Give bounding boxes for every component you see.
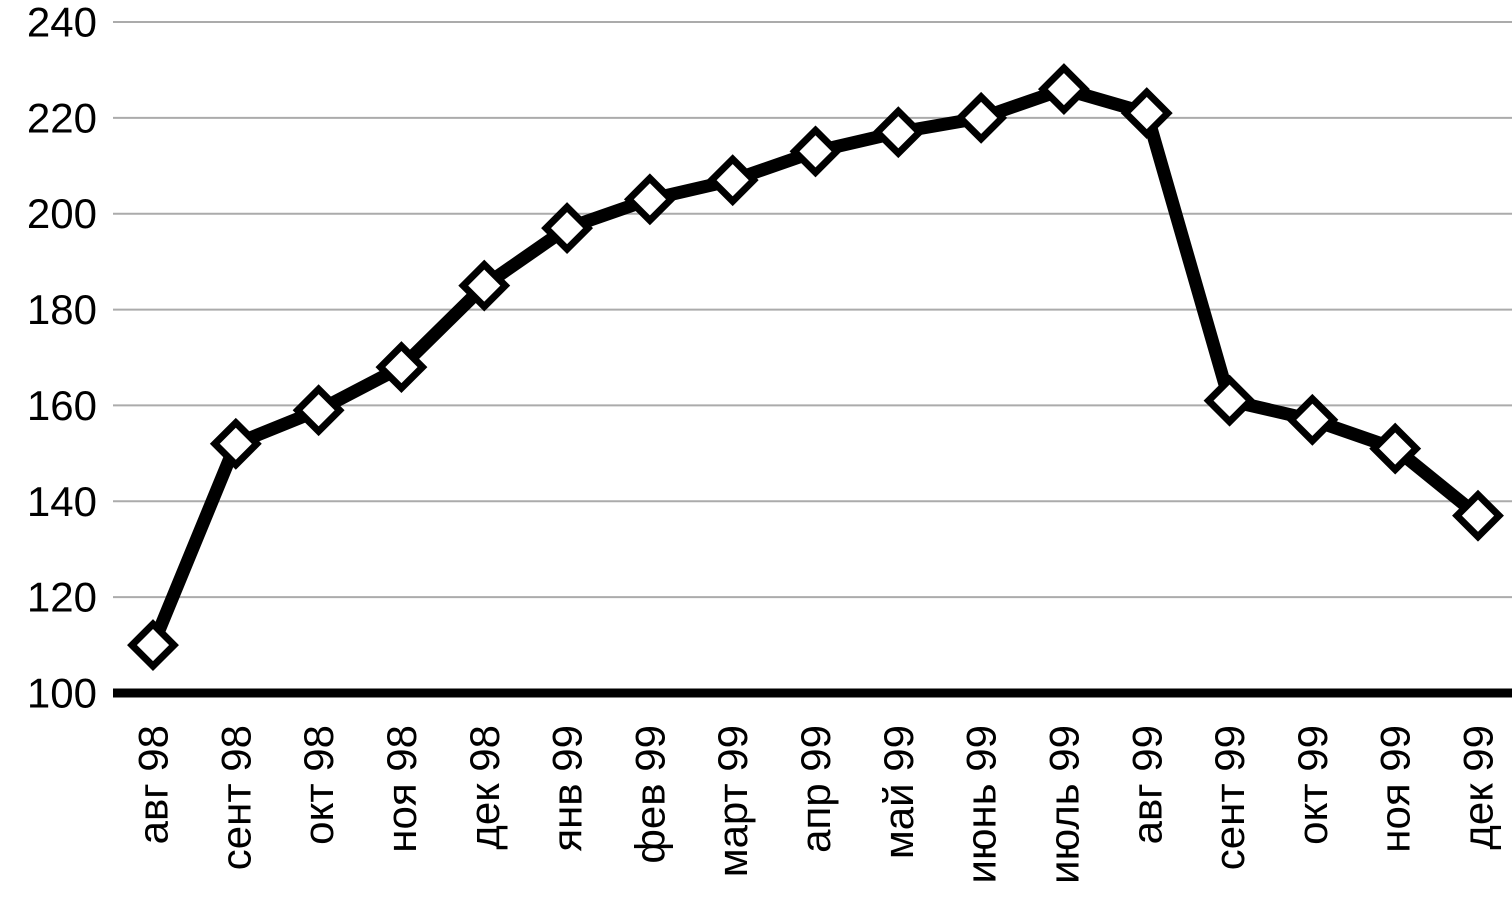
- data-point-marker: [1452, 489, 1504, 542]
- data-point-marker: [623, 173, 676, 226]
- y-axis-tick-label: 240: [27, 0, 97, 46]
- data-point-marker: [375, 341, 428, 394]
- data-point-marker: [1037, 63, 1090, 116]
- x-axis-tick-label: окт 99: [1289, 725, 1336, 845]
- data-point-marker: [1120, 87, 1173, 140]
- x-axis-tick-label: апр 99: [792, 725, 839, 853]
- data-point-marker: [706, 154, 759, 207]
- x-axis-tick-label: янв 99: [544, 725, 591, 852]
- data-point-marker: [458, 259, 511, 312]
- y-axis-tick-label: 160: [27, 382, 97, 429]
- y-axis-tick-label: 220: [27, 94, 97, 141]
- data-point-marker: [872, 106, 925, 159]
- data-point-marker: [1286, 393, 1339, 446]
- x-axis-tick-label: сент 98: [212, 725, 259, 870]
- x-axis-tick-label: фев 99: [626, 725, 673, 864]
- x-axis-tick-label: сент 99: [1206, 725, 1253, 870]
- x-axis-tick-label: ноя 99: [1372, 725, 1419, 853]
- data-point-marker: [209, 417, 262, 470]
- x-axis-tick-label: март 99: [709, 725, 756, 877]
- data-point-marker: [789, 125, 842, 178]
- x-axis-tick-label: окт 98: [295, 725, 342, 845]
- y-axis-tick-label: 140: [27, 478, 97, 525]
- y-axis-tick-label: 180: [27, 286, 97, 333]
- data-point-marker: [1203, 374, 1256, 427]
- x-axis-tick-label: май 99: [875, 725, 922, 859]
- y-axis-tick-label: 120: [27, 574, 97, 621]
- data-point-marker: [541, 202, 594, 255]
- x-axis-tick-label: дек 98: [461, 725, 508, 850]
- data-point-marker: [955, 91, 1008, 144]
- x-axis-tick-label: июнь 99: [958, 725, 1005, 883]
- data-point-marker: [1369, 422, 1422, 475]
- data-point-marker: [292, 384, 345, 437]
- data-point-marker: [127, 619, 179, 672]
- y-axis-tick-label: 100: [27, 670, 97, 717]
- x-axis-tick-label: июль 99: [1040, 725, 1087, 884]
- x-axis-tick-label: дек 99: [1455, 725, 1502, 850]
- y-axis-tick-label: 200: [27, 190, 97, 237]
- x-axis-tick-label: авг 98: [130, 725, 177, 844]
- x-axis-tick-label: авг 99: [1123, 725, 1170, 844]
- x-axis-tick-label: ноя 98: [378, 725, 425, 853]
